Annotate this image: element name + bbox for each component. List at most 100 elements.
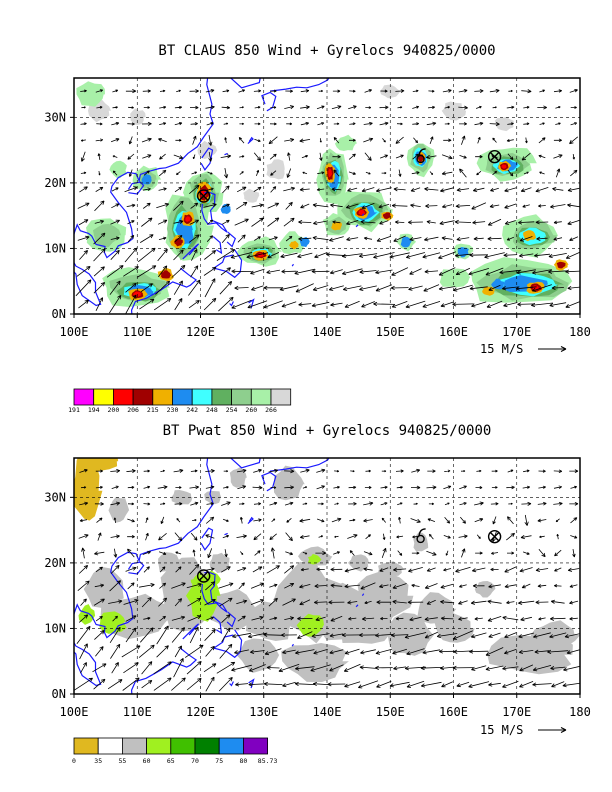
wind-vector xyxy=(254,236,261,241)
wind-vector xyxy=(285,201,293,210)
wind-vector xyxy=(535,600,549,605)
colorbar-label: 65 xyxy=(167,757,175,765)
wind-vector xyxy=(389,252,410,259)
wind-vector xyxy=(95,646,104,657)
wind-vector xyxy=(206,122,214,126)
wind-vector xyxy=(237,615,246,622)
colorbar-swatch xyxy=(218,737,244,755)
wind-vector xyxy=(173,657,184,678)
wind-vector xyxy=(504,648,517,655)
wind-vector xyxy=(398,169,402,177)
wind-vector xyxy=(491,551,499,555)
wind-vector xyxy=(475,551,483,555)
wind-vector xyxy=(311,301,330,308)
field-region xyxy=(382,212,391,219)
wind-vector xyxy=(549,302,567,308)
wind-vector xyxy=(572,154,576,160)
wind-vector xyxy=(175,486,182,489)
wind-vector xyxy=(484,252,505,259)
wind-vector xyxy=(427,469,436,473)
wind-vector xyxy=(441,154,453,160)
wind-vector xyxy=(184,644,204,658)
wind-vector xyxy=(346,220,359,226)
wind-vector xyxy=(569,89,578,93)
field-region xyxy=(494,116,514,132)
x-axis-ticks: 100E 110E 120E 130E 140E 150E 160E 170E 180 xyxy=(60,694,591,719)
wind-vector xyxy=(316,187,325,192)
wind-vector xyxy=(365,106,372,109)
wind-vector xyxy=(237,567,247,572)
coastline xyxy=(229,458,261,469)
wind-vector xyxy=(127,548,135,558)
wind-vector xyxy=(395,617,404,621)
wind-vector xyxy=(550,666,566,671)
wind-vector xyxy=(404,632,427,639)
wind-vector xyxy=(107,679,123,690)
wind-vector xyxy=(391,267,409,276)
wind-vector xyxy=(234,218,249,226)
wind-vector xyxy=(438,251,457,259)
wind-vector xyxy=(269,153,277,160)
field-region xyxy=(289,240,299,250)
wind-vector xyxy=(111,662,119,674)
wind-vector xyxy=(171,264,186,278)
wind-vector xyxy=(334,535,339,538)
wind-vector xyxy=(175,551,182,555)
wind-vector xyxy=(111,121,120,126)
wind-vector xyxy=(160,516,165,524)
wind-vector xyxy=(393,187,406,192)
y-axis-ticks: 0N 10N 20N 30N xyxy=(44,490,74,701)
wind-vector xyxy=(78,614,89,623)
wind-vector xyxy=(539,535,545,539)
wind-vector xyxy=(79,501,89,506)
wind-vector xyxy=(547,649,569,654)
wind-vector xyxy=(299,138,311,143)
wind-vector xyxy=(263,632,284,637)
wind-vector xyxy=(521,152,531,161)
wind-vector xyxy=(94,583,105,588)
wind-vector xyxy=(427,518,436,522)
wind-vector xyxy=(251,217,264,227)
wind-vector xyxy=(248,664,266,672)
wind-vector xyxy=(78,534,89,539)
wind-vector xyxy=(350,470,355,473)
wind-vector xyxy=(492,170,498,176)
wind-vector xyxy=(223,486,229,489)
colorbar-swatch xyxy=(132,388,154,406)
wind-vector xyxy=(110,643,121,659)
wind-vector xyxy=(380,89,388,93)
wind-vector xyxy=(224,137,227,144)
wind-vector xyxy=(268,597,278,607)
wind-vector xyxy=(124,186,138,193)
wind-vector xyxy=(441,681,453,688)
x-tick-label: 100E xyxy=(60,325,89,339)
wind-vector xyxy=(570,106,577,109)
wind-vector xyxy=(299,518,311,523)
field-region xyxy=(400,236,412,248)
field-region xyxy=(273,465,305,501)
wind-vector xyxy=(470,600,487,605)
wind-vector xyxy=(474,501,484,506)
wind-vector xyxy=(490,502,499,506)
y-tick-label: 20N xyxy=(44,556,66,570)
wind-vector xyxy=(189,184,200,195)
wind-vector xyxy=(191,248,198,261)
y-tick-label: 10N xyxy=(44,241,66,255)
coastline xyxy=(229,681,234,687)
wind-vector xyxy=(349,138,356,142)
wind-vector xyxy=(253,502,262,506)
wind-vector xyxy=(363,137,374,143)
wind-vector xyxy=(488,632,501,638)
wind-vector xyxy=(363,551,373,556)
wind-vector xyxy=(375,187,392,193)
wind-vector xyxy=(264,648,282,656)
wind-vector xyxy=(253,152,262,161)
wind-vector xyxy=(331,517,342,523)
wind-vector xyxy=(95,138,104,142)
wind-vector xyxy=(395,469,404,473)
wind-vector xyxy=(329,664,344,672)
gyre-marker xyxy=(487,529,502,544)
wind-vector xyxy=(207,548,213,559)
wind-vector xyxy=(538,204,546,208)
